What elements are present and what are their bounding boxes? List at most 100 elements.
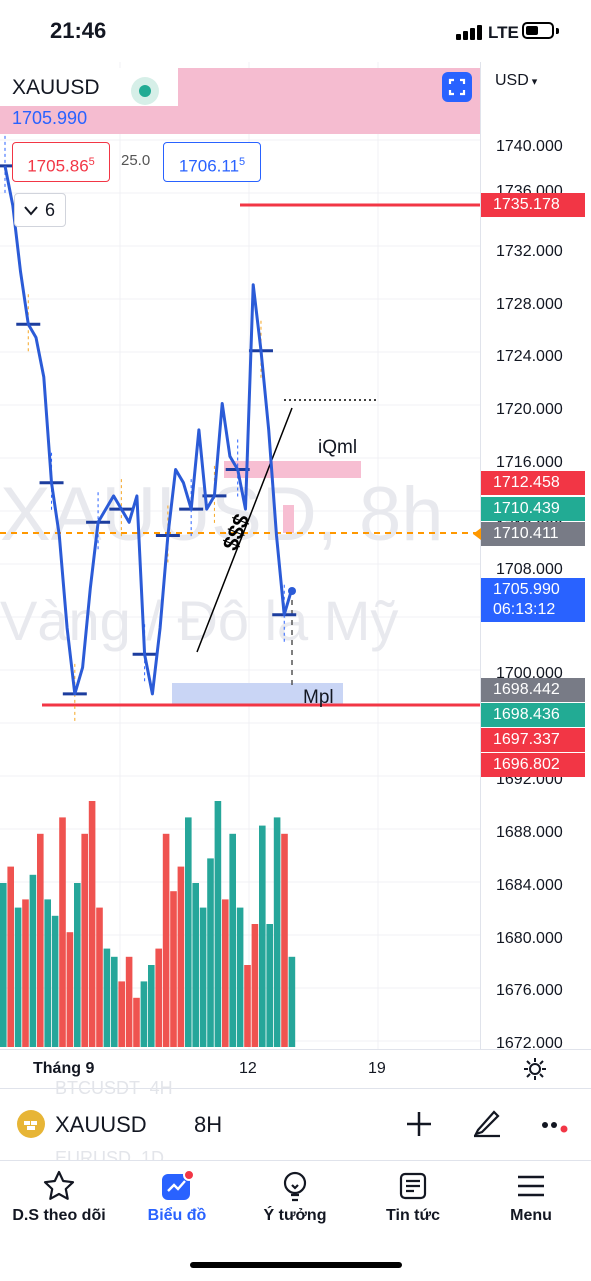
price-chart[interactable]: XAUUSD, 8h Vàng / Đô la Mỹ iQml Mpl $$$ [0, 62, 480, 1049]
battery-tip [556, 28, 559, 34]
volume-bar [192, 883, 199, 1047]
price-tag: 1710.411 [473, 522, 585, 546]
tab-menu-label: Menu [510, 1207, 552, 1224]
price-tag: 1735.178 [481, 193, 585, 217]
market-open-icon [131, 77, 159, 105]
bottom-symbol[interactable]: XAUUSD [55, 1112, 147, 1137]
price-tag-arrow [473, 528, 481, 540]
tab-chart[interactable]: Biểu đồ [118, 1169, 236, 1225]
tab-menu[interactable]: Menu [472, 1169, 590, 1225]
pen-icon [473, 1110, 500, 1138]
volume-bar [66, 932, 74, 1047]
star-icon [43, 1170, 75, 1200]
price-tick: 1724.000 [496, 348, 563, 365]
symbol-bar[interactable]: BTCUSDT 4H EURUSD 1D XAUUSD 8H [0, 1078, 591, 1168]
last-price-dot [288, 587, 296, 595]
time-axis[interactable]: Tháng 9 12 19 [0, 1049, 591, 1089]
volume-bar [148, 965, 155, 1047]
more-icon [542, 1122, 568, 1133]
price-axis[interactable]: USD ▾ 1740.000 1736.000 1732.000 1728.000 172… [473, 62, 591, 1052]
ghost-symbol-1: BTCUSDT 4H [55, 1078, 173, 1098]
iqml-label: iQml [318, 437, 357, 458]
news-icon [399, 1172, 427, 1200]
network-label: LTE [488, 23, 519, 42]
price-tick: 1676.000 [496, 982, 563, 999]
bottom-interval[interactable]: 8H [194, 1112, 223, 1137]
volume-bar [273, 817, 281, 1047]
symbol-title: XAUUSD [12, 76, 100, 99]
plus-icon [407, 1112, 431, 1136]
price-tag-label: 1710.439 [493, 500, 560, 517]
volume-bar [199, 907, 207, 1047]
watermark-name: Vàng / Đô la Mỹ [0, 589, 398, 652]
drawing-button[interactable] [470, 1106, 504, 1145]
volume-bar [14, 907, 22, 1047]
volume-bar [185, 817, 192, 1047]
chart-area[interactable]: XAUUSD, 8h Vàng / Đô la Mỹ iQml Mpl $$$ … [0, 62, 480, 1049]
lightbulb-icon [283, 1171, 307, 1202]
fullscreen-button[interactable] [442, 72, 472, 102]
volume-bar [251, 924, 259, 1047]
volume-bar [214, 801, 222, 1047]
volume-bar [133, 997, 140, 1047]
tab-ideas[interactable]: Ý tưởng [236, 1169, 354, 1225]
volume-bar [266, 924, 273, 1047]
price-tag: 1696.802 [481, 753, 585, 777]
price-tick: 1688.000 [496, 824, 563, 841]
buy-button[interactable]: 1706.115 [163, 142, 261, 182]
bid-price-sup: 5 [88, 156, 95, 168]
add-button[interactable] [405, 1110, 433, 1143]
price-tag: 1697.337 [481, 728, 585, 752]
volume-bars [0, 801, 296, 1047]
volume-bar [140, 981, 148, 1047]
more-button[interactable] [541, 1120, 571, 1139]
volume-bar [22, 899, 29, 1047]
price-tick: 1680.000 [496, 930, 563, 947]
indicators-toggle[interactable]: 6 [14, 193, 66, 227]
volume-bar [37, 833, 44, 1047]
fullscreen-icon [448, 78, 466, 96]
volume-bar [229, 833, 236, 1047]
volume-bar [288, 956, 296, 1047]
price-tick: 1716.000 [496, 454, 563, 471]
price-tick: 1700.000 [496, 665, 563, 682]
chevron-down-icon: ▾ [531, 76, 538, 88]
tab-news[interactable]: Tin tức [354, 1169, 472, 1225]
pink-small-zone [283, 505, 294, 533]
volume-bar [44, 899, 51, 1047]
price-tag-label: 1698.442 [493, 681, 560, 698]
tab-chart-label: Biểu đồ [147, 1207, 207, 1224]
status-time: 21:46 [50, 18, 107, 43]
settings-button[interactable] [522, 1056, 548, 1087]
price-tag: 1712.458 [481, 471, 585, 495]
price-tag-label: 1697.337 [493, 731, 560, 748]
volume-bar [236, 907, 244, 1047]
volume-bar [81, 833, 88, 1047]
volume-bar [259, 825, 266, 1047]
tab-ideas-label: Ý tưởng [263, 1207, 327, 1224]
bottom-tab-bar: D.S theo dõi Biểu đồ Ý tưởng Tin tức Men… [0, 1160, 591, 1281]
time-label-month: Tháng 9 [33, 1060, 95, 1077]
sell-button[interactable]: 1705.865 [12, 142, 110, 182]
price-tick: 1672.000 [496, 1035, 563, 1052]
spread-value: 25.0 [121, 152, 151, 169]
price-tag-label: 1712.458 [493, 474, 560, 491]
price-tick: 1684.000 [496, 877, 563, 894]
gear-icon [524, 1058, 546, 1080]
ask-price: 1706.11 [178, 156, 240, 176]
currency-select[interactable]: USD ▾ [495, 72, 537, 90]
price-line [3, 165, 294, 696]
time-label-12: 12 [239, 1060, 257, 1077]
volume-bar [177, 866, 185, 1047]
volume-bar [111, 956, 118, 1047]
price-tag-label: 1696.802 [493, 756, 560, 773]
watermark-symbol: XAUUSD, 8h [0, 472, 444, 557]
volume-bar [103, 948, 111, 1047]
tab-watchlist[interactable]: D.S theo dõi [0, 1169, 118, 1225]
bid-price: 1705.86 [27, 156, 89, 176]
chart-icon [162, 1169, 195, 1200]
volume-bar [59, 817, 66, 1047]
currency-label: USD [495, 72, 529, 89]
volume-bar [155, 948, 162, 1047]
home-indicator [190, 1262, 402, 1268]
